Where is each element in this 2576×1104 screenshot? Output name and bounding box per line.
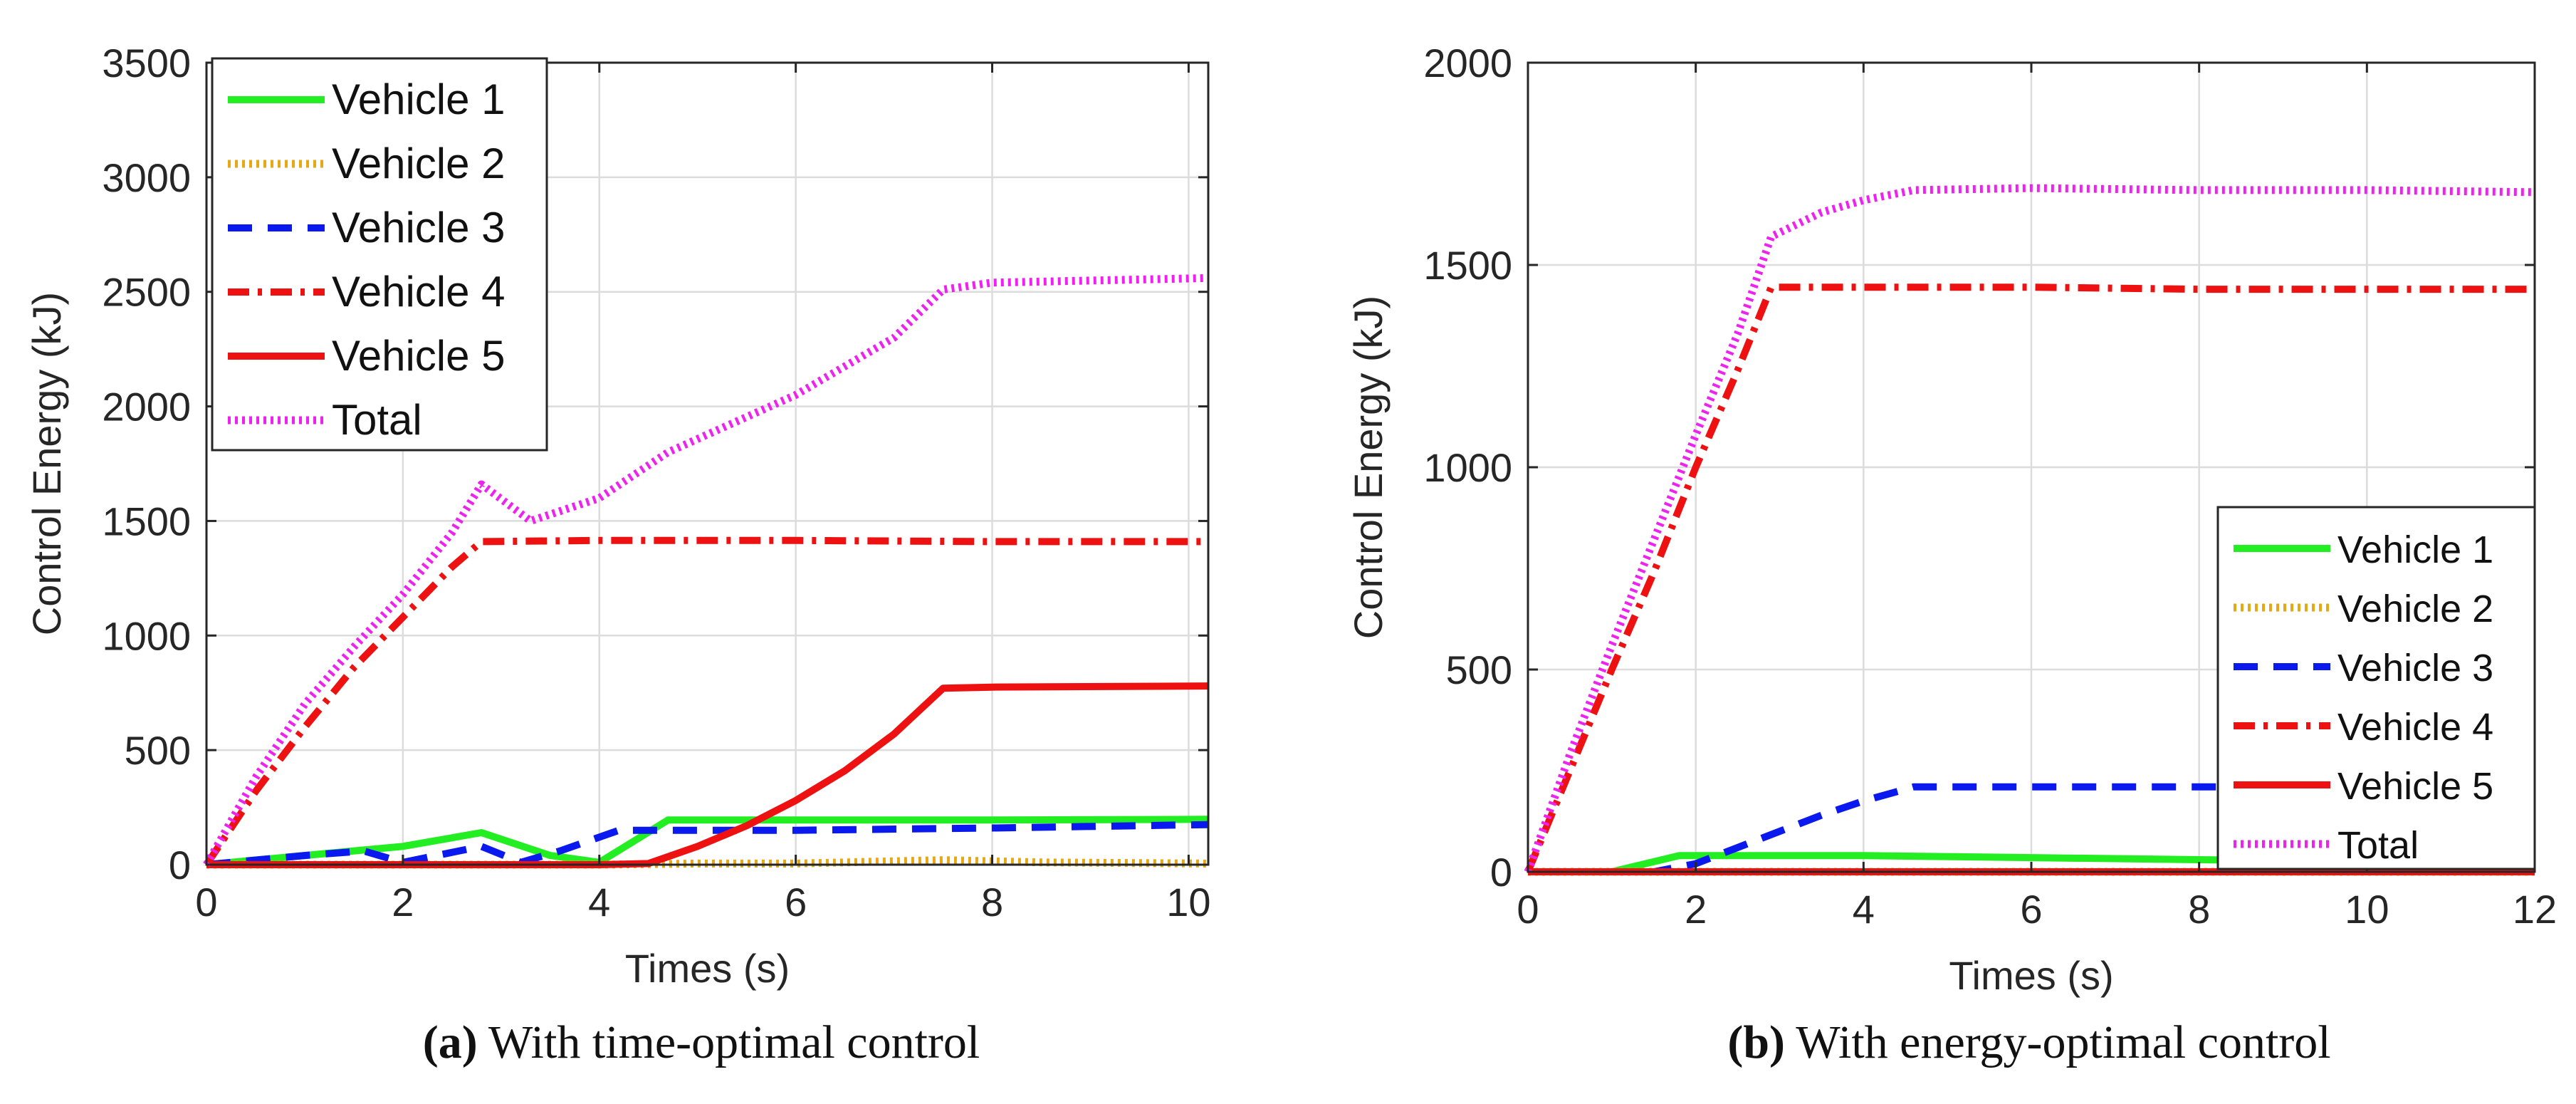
y-axis-label: Control Energy (kJ): [1346, 296, 1391, 639]
panel-caption: (a) With time-optimal control: [423, 1016, 980, 1068]
legend-box: [2216, 506, 2536, 870]
panel-caption: (b) With energy-optimal control: [1727, 1016, 2330, 1068]
legend-label: Vehicle 2: [332, 140, 506, 187]
x-tick-label: 2: [392, 880, 414, 925]
y-tick-label: 500: [125, 728, 191, 773]
chart-panel-a: 0 2 4 6 8 10 0 500 1000 1500 2000 2500 3000 3500 Times…: [24, 41, 1211, 1068]
legend: Vehicle 1 Vehicle 2 Vehicle 3 Vehicle 4 Vehi…: [211, 57, 548, 452]
y-tick-label: 1000: [1423, 445, 1512, 490]
series-line-vehicle-3: [1528, 783, 2535, 875]
y-tick-label: 500: [1446, 647, 1512, 692]
x-tick-label: 6: [2020, 887, 2042, 932]
x-tick-label: 8: [2188, 887, 2210, 932]
legend-label: Vehicle 4: [332, 268, 506, 316]
legend-label: Vehicle 1: [2337, 528, 2493, 571]
legend-box: [211, 57, 548, 452]
x-tick-label: 4: [1853, 887, 1875, 932]
x-tick-label: 0: [195, 880, 217, 925]
x-tick-label: 10: [2345, 887, 2389, 932]
y-tick-label: 3000: [102, 155, 191, 200]
legend-label: Vehicle 4: [2337, 706, 2493, 749]
axes-frame: [205, 61, 1210, 866]
panel-label: (a): [423, 1016, 478, 1068]
x-axis-label: Times (s): [625, 946, 790, 991]
series-line-vehicle-3: [206, 821, 1209, 868]
legend-label: Total: [332, 396, 422, 444]
x-axis-label: Times (s): [1949, 953, 2113, 998]
y-tick-label: 2000: [1423, 41, 1512, 85]
panel-caption-text: With energy-optimal control: [1785, 1016, 2331, 1068]
chart-panel-b: 0 2 4 6 8 10 12 0 500 1000 1500 2000 Times (s) Contro…: [1346, 41, 2557, 1068]
x-tick-label: 4: [588, 880, 610, 925]
legend-label: Vehicle 1: [332, 75, 506, 123]
x-tick-label: 10: [1166, 880, 1210, 925]
panel-label: (b): [1727, 1016, 1785, 1068]
y-tick-label: 0: [1490, 850, 1512, 895]
x-tick-label: 12: [2513, 887, 2557, 932]
y-tick-label: 1500: [102, 499, 191, 543]
legend-label: Vehicle 3: [2337, 647, 2493, 689]
legend-label: Vehicle 2: [2337, 588, 2493, 630]
y-tick-label: 0: [169, 843, 191, 887]
y-tick-label: 1500: [1423, 243, 1512, 288]
series-line-vehicle-1: [206, 816, 1209, 868]
legend-label: Vehicle 3: [332, 204, 506, 251]
x-tick-label: 0: [1517, 887, 1539, 932]
legend-label: Total: [2337, 824, 2419, 867]
series-line-vehicle-4: [203, 536, 1208, 867]
legend-label: Vehicle 5: [2337, 765, 2493, 808]
panel-caption-text: With time-optimal control: [478, 1016, 980, 1068]
legend-label: Vehicle 5: [332, 332, 506, 380]
y-tick-label: 2500: [102, 270, 191, 315]
y-tick-label: 1000: [102, 613, 191, 658]
series-line-vehicle-4: [1524, 283, 2535, 873]
legend: Vehicle 1 Vehicle 2 Vehicle 3 Vehicle 4 Vehi…: [2216, 506, 2536, 870]
x-tick-label: 8: [981, 880, 1003, 925]
y-tick-label: 3500: [102, 41, 191, 85]
y-tick-label: 2000: [102, 385, 191, 429]
x-tick-label: 2: [1685, 887, 1707, 932]
y-axis-label: Control Energy (kJ): [24, 292, 69, 635]
x-tick-label: 6: [785, 880, 807, 925]
